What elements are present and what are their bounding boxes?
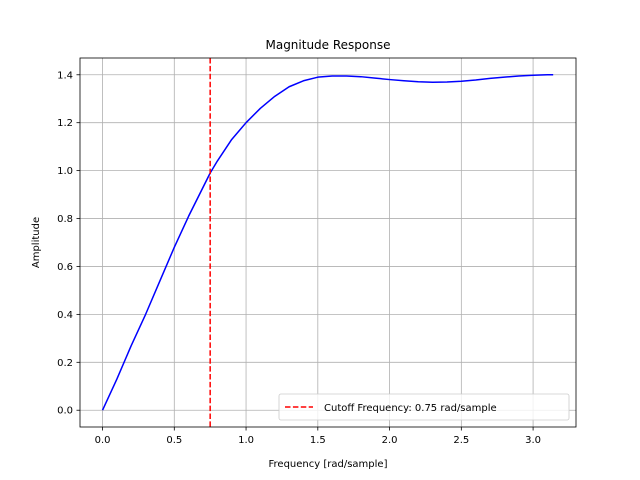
plot-area (80, 58, 576, 427)
data-layer (101, 58, 554, 427)
x-tick-label: 2.0 (382, 435, 398, 446)
y-tick-label: 0.0 (57, 406, 73, 417)
legend: Cutoff Frequency: 0.75 rad/sample (278, 393, 570, 421)
y-tick-label: 0.8 (57, 214, 73, 225)
ticks: 0.0 0.5 1.0 1.5 2.0 2.5 3.0 0.0 0.2 0.4 0.6 0.8 1.0 1… (57, 70, 541, 446)
legend-box (278, 393, 570, 421)
x-tick-label: 1.5 (310, 435, 326, 446)
magnitude-response-line (101, 74, 554, 411)
y-axis-label: Amplitude (31, 217, 42, 268)
plot-frame (79, 57, 577, 428)
x-tick-label: 1.0 (238, 435, 254, 446)
x-tick-label: 2.5 (453, 435, 469, 446)
x-tick-label: 0.5 (166, 435, 182, 446)
y-tick-label: 1.2 (57, 118, 73, 129)
y-tick-label: 1.0 (57, 166, 73, 177)
chart-title: Magnitude Response (265, 38, 390, 52)
grid (80, 58, 576, 427)
x-tick-label: 3.0 (525, 435, 541, 446)
y-tick-label: 1.4 (57, 70, 73, 81)
x-axis-label: Frequency [rad/sample] (269, 459, 388, 470)
y-tick-label: 0.2 (57, 358, 73, 369)
y-tick-label: 0.6 (57, 262, 73, 273)
legend-cutoff-label: Cutoff Frequency: 0.75 rad/sample (324, 403, 497, 414)
x-tick-label: 0.0 (95, 435, 111, 446)
y-tick-label: 0.4 (57, 310, 73, 321)
